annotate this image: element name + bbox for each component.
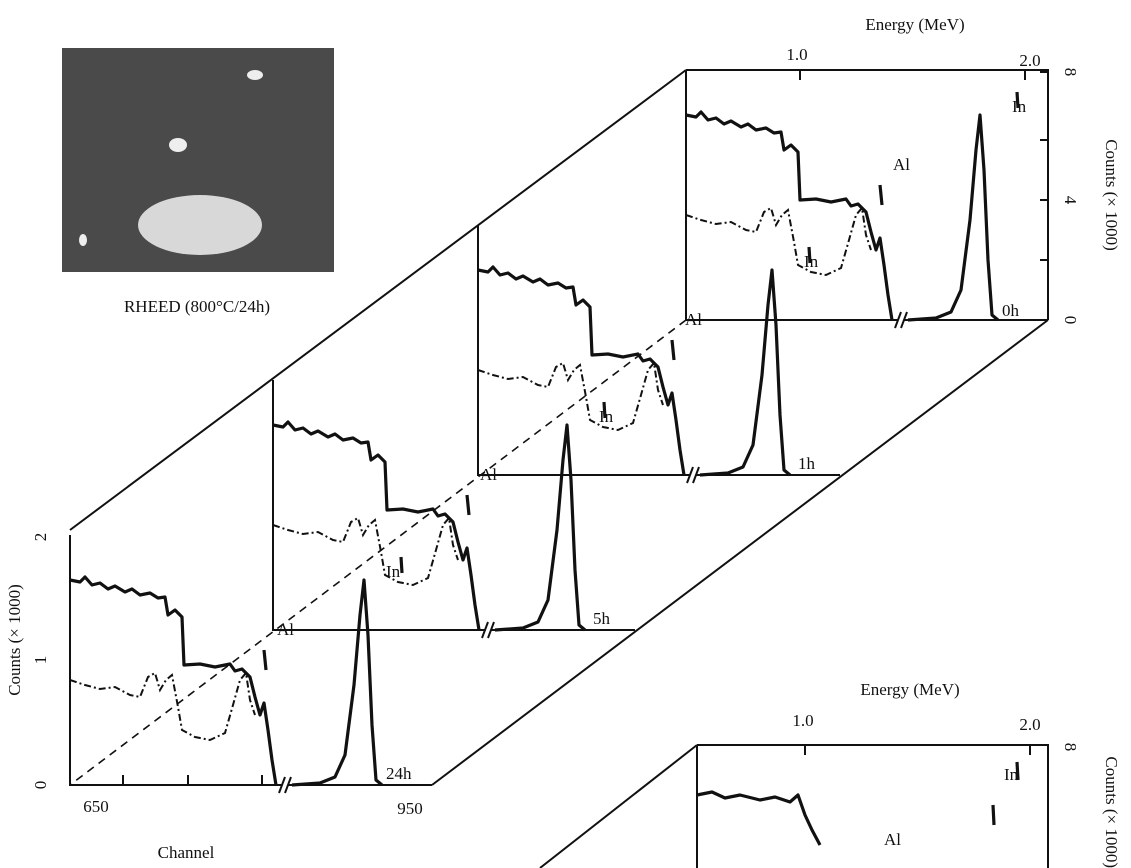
bottom-frame [540,745,1048,868]
channel-label: Channel [158,843,215,862]
energy-label: Energy (MeV) [865,15,964,34]
time-label: 1h [798,454,816,473]
tick-marks [123,775,262,785]
channel-tick: 950 [397,799,423,818]
perspective-dashed [70,320,686,785]
in-label: In [1004,765,1019,784]
counts-tick: 0 [31,781,50,790]
al-label: Al [480,465,497,484]
energy-tick: 2.0 [1019,715,1040,734]
time-label: 0h [1002,301,1020,320]
counts-label: Counts (× 1000) [1102,756,1121,868]
counts-label: Counts (× 1000) [5,584,24,696]
counts-tick: 2 [31,533,50,542]
al-label: Al [685,310,702,329]
spectrum-0h: Al In 0h [686,70,1048,328]
spectrum-5h: Al In 5h [273,380,635,638]
in-label: In [599,407,614,426]
time-label: 5h [593,609,611,628]
energy-label: Energy (MeV) [860,680,959,699]
tick-marks [800,70,1048,260]
al-label: Al [884,830,901,849]
counts-tick: 0 [1061,316,1080,325]
rheed-caption: RHEED (800°C/24h) [124,297,270,316]
al-label: Al [893,155,910,174]
time-label: 24h [386,764,412,783]
spectrum-24h: Al In 24h [70,535,432,793]
counts-tick: 4 [1061,196,1080,205]
channel-tick: 650 [83,797,109,816]
in-label: In [1012,97,1027,116]
in-label: In [804,252,819,271]
counts-tick: 1 [31,656,50,665]
counts-label: Counts (× 1000) [1102,139,1121,251]
rheed-spot [138,195,262,255]
spectrum-1h: Al In 1h [478,225,840,483]
energy-tick: 2.0 [1019,51,1040,70]
bottom-curve [697,792,820,845]
al-label: Al [277,620,294,639]
energy-tick: 1.0 [792,711,813,730]
rheed-spot [79,234,87,246]
figure: RHEED (800°C/24h) Al In 0h Al In 1h Al I… [0,0,1131,868]
energy-tick: 1.0 [786,45,807,64]
rheed-spot [247,70,263,80]
counts-tick: 8 [1061,68,1080,77]
rheed-spot [169,138,187,152]
in-label: In [386,562,401,581]
counts-tick: 8 [1061,743,1080,752]
